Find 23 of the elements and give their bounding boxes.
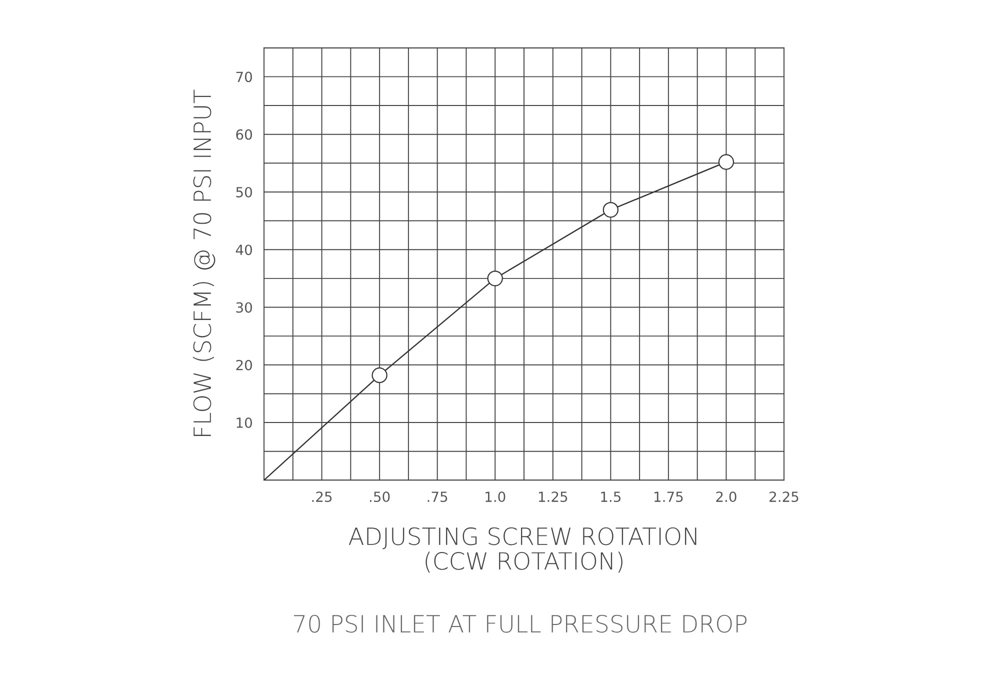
text: 70 PSI INLET AT FULL PRESSURE DROP bbox=[294, 614, 746, 633]
point bbox=[602, 202, 619, 218]
x-tick-label: .50 bbox=[370, 492, 390, 502]
x-tick-label: 1.75 bbox=[654, 492, 683, 502]
x-tick-label: 1.5 bbox=[601, 492, 620, 502]
x-tick-label: 1.0 bbox=[486, 492, 506, 502]
y-tick-label: 30 bbox=[236, 302, 252, 313]
point bbox=[372, 367, 388, 384]
y-tick-label: 20 bbox=[236, 360, 252, 370]
point bbox=[718, 154, 734, 170]
y-tick-label: 70 bbox=[236, 72, 252, 82]
x-tick-label: 1.25 bbox=[538, 492, 568, 502]
y-tick-label: 60 bbox=[236, 129, 252, 140]
y-tick-label: 10 bbox=[236, 418, 252, 428]
x-tick-label: 2.0 bbox=[716, 492, 736, 502]
x-tick-label: .25 bbox=[312, 492, 332, 502]
y-axis-title: FLOW (SCFM) @ 70 PSI INPUT bbox=[192, 90, 216, 436]
y-tick-label: 40 bbox=[236, 244, 252, 256]
x-tick-label: .75 bbox=[428, 492, 448, 502]
x-tick-label: 2.25 bbox=[770, 492, 798, 502]
point bbox=[487, 270, 503, 286]
x-axis-title: ADJUSTING SCREW ROTATION (CCW ROTATION) bbox=[348, 527, 696, 573]
y-tick-label: 50 bbox=[236, 186, 252, 198]
